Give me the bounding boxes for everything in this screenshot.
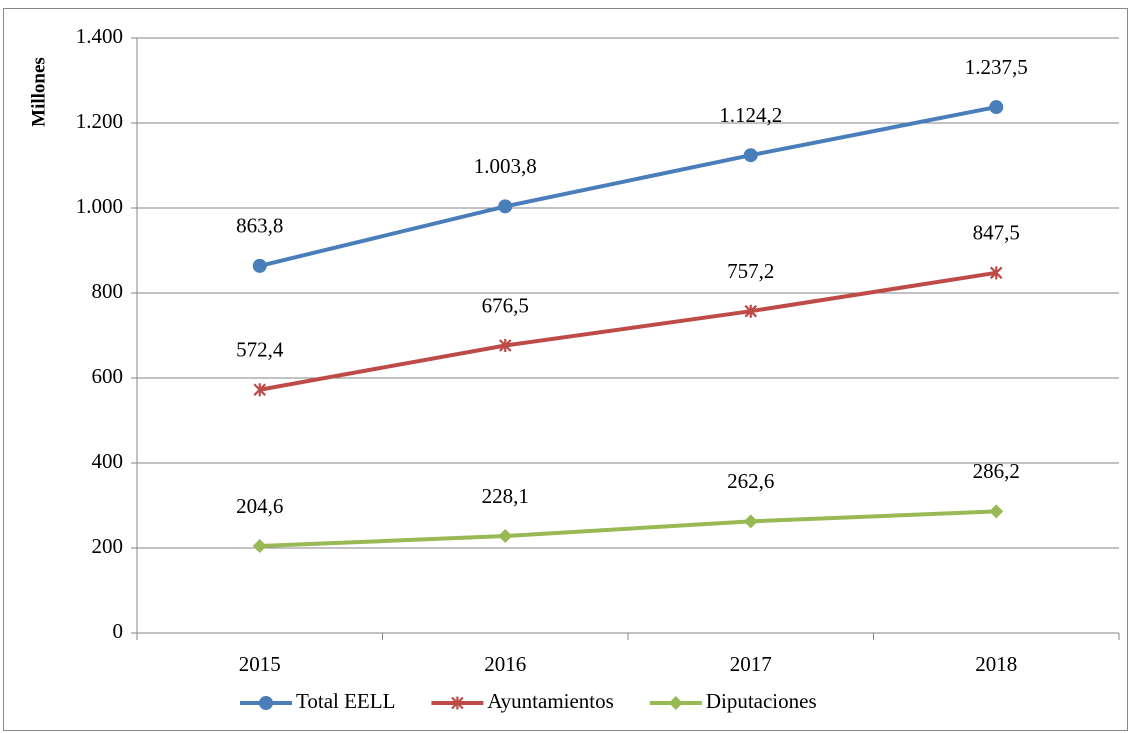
marker [989, 504, 1004, 519]
x-tick-label: 2015 [239, 652, 281, 676]
data-label: 1.237,5 [965, 55, 1028, 79]
y-tick-label: 200 [92, 534, 124, 558]
marker [989, 266, 1003, 280]
legend-label: Ayuntamientos [487, 689, 613, 713]
data-label: 228,1 [482, 484, 529, 508]
x-tick-label: 2017 [730, 652, 772, 676]
data-label: 757,2 [727, 259, 774, 283]
y-axis-label: Millones [28, 57, 49, 127]
series-line [259, 105, 997, 268]
data-label: 676,5 [482, 293, 529, 317]
y-tick-label: 400 [92, 449, 124, 473]
marker [743, 148, 758, 163]
marker [252, 258, 267, 273]
data-label: 863,8 [236, 214, 283, 238]
x-tick-label: 2016 [484, 652, 526, 676]
data-label: 262,6 [727, 469, 774, 493]
y-tick-label: 1.400 [76, 24, 123, 48]
data-label: 572,4 [236, 338, 284, 362]
data-label: 286,2 [973, 459, 1020, 483]
marker [252, 539, 267, 554]
marker [253, 383, 267, 397]
marker [744, 304, 758, 318]
chart-frame [3, 8, 1128, 731]
legend-marker [259, 696, 273, 710]
marker [743, 514, 758, 529]
x-tick-label: 2018 [975, 652, 1017, 676]
data-label: 1.003,8 [474, 154, 537, 178]
marker [498, 338, 512, 352]
data-label: 847,5 [973, 221, 1020, 245]
y-tick-label: 1.000 [76, 194, 123, 218]
data-label: 1.124,2 [719, 103, 782, 127]
marker [498, 199, 513, 214]
legend-marker [451, 696, 464, 710]
y-tick-label: 1.200 [76, 109, 123, 133]
series-line [259, 509, 997, 549]
legend-label: Total EELL [296, 689, 395, 713]
marker [989, 100, 1004, 115]
y-tick-label: 600 [92, 364, 124, 388]
y-tick-label: 0 [113, 619, 124, 643]
legend-label: Diputaciones [706, 689, 817, 713]
data-label: 204,6 [236, 494, 283, 518]
marker [498, 529, 513, 544]
y-tick-label: 800 [92, 279, 124, 303]
legend-marker [668, 696, 683, 710]
series-line [259, 270, 997, 392]
